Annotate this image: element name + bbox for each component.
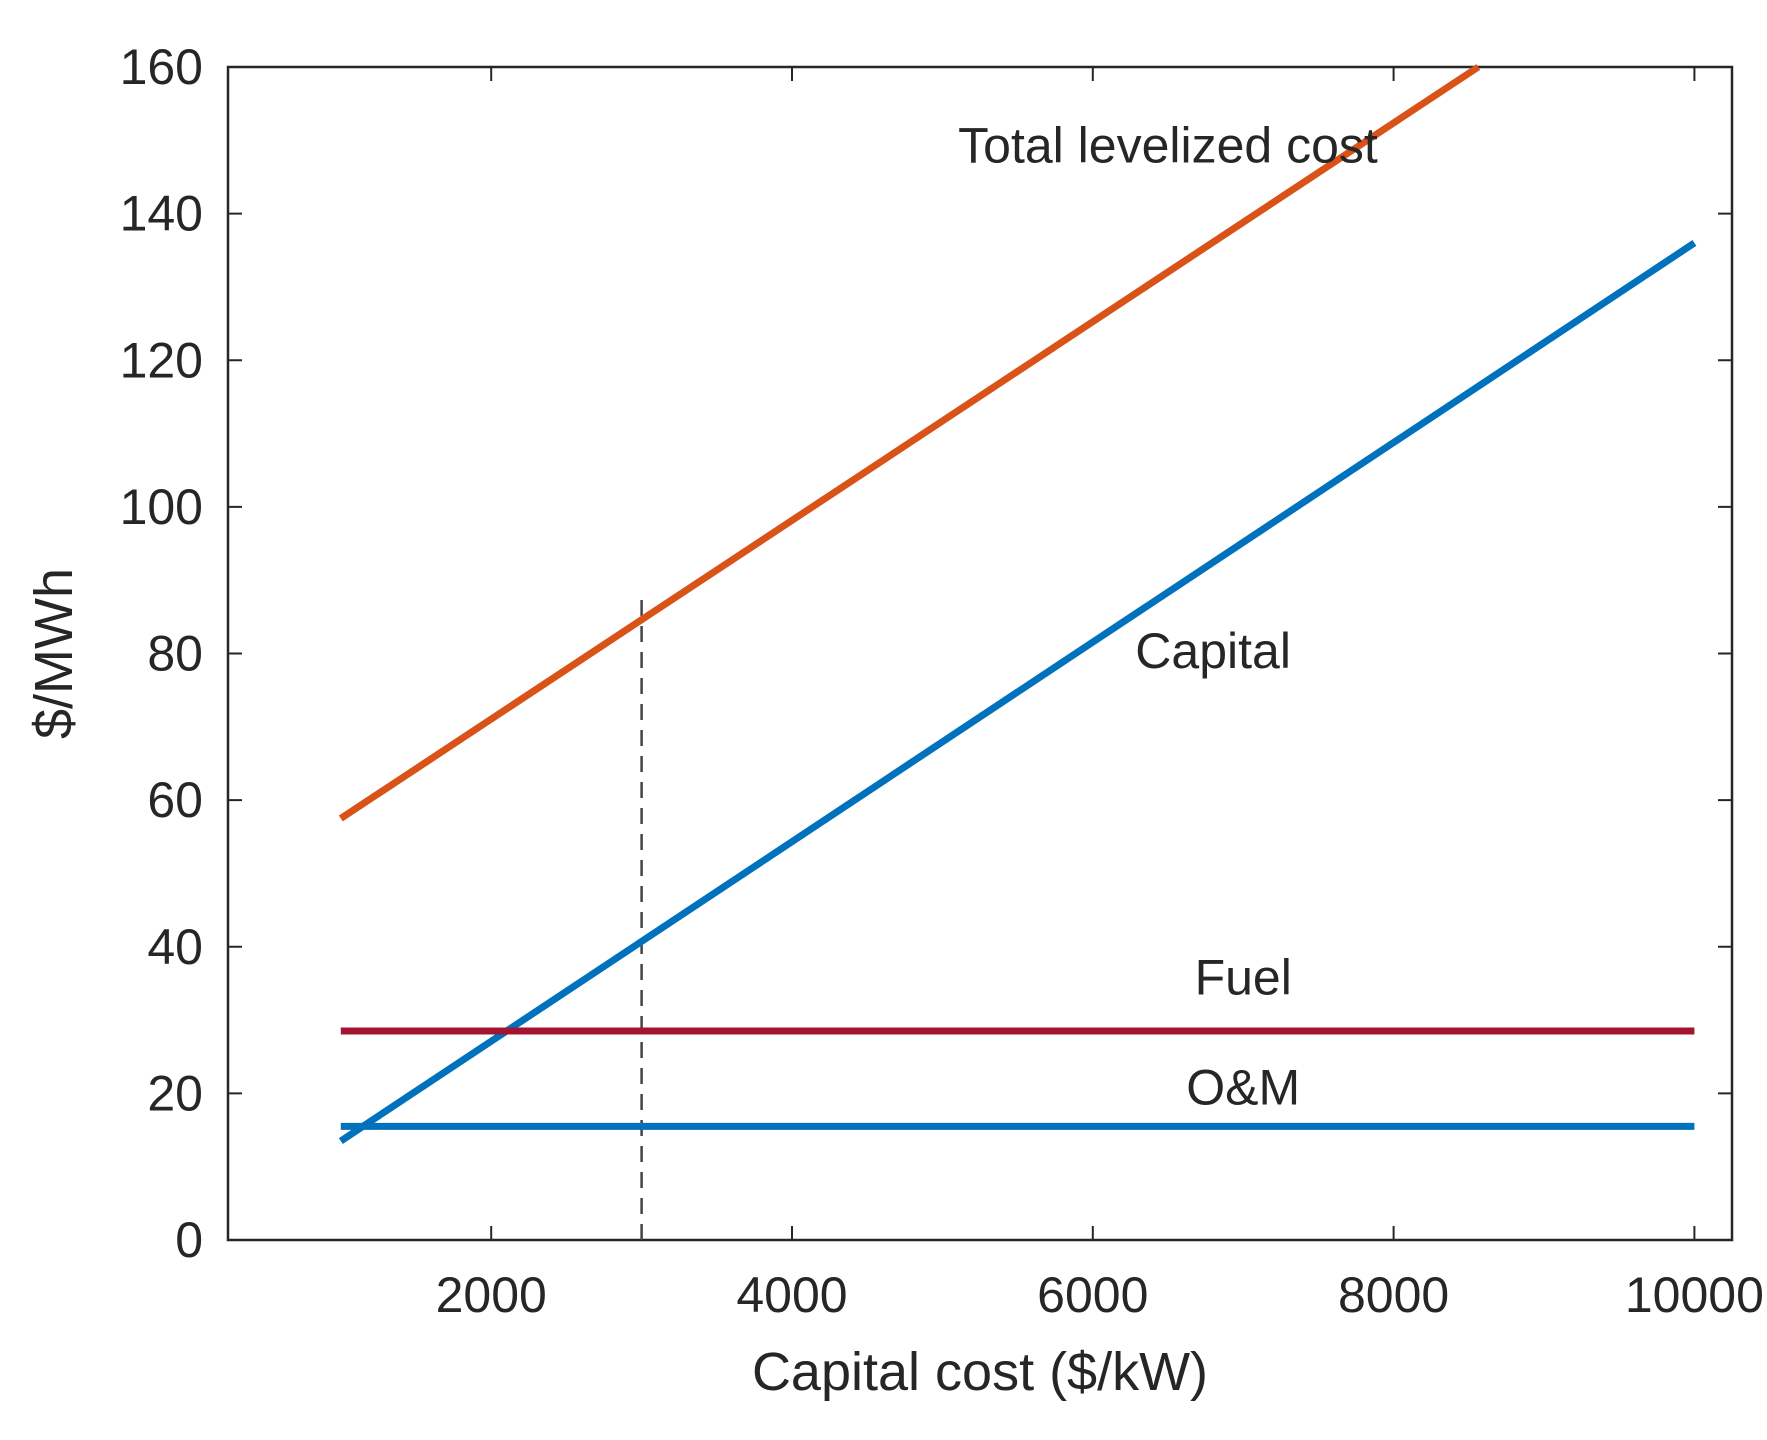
- annotation-total-levelized-cost: Total levelized cost: [958, 117, 1378, 173]
- series-line-total-levelized-cost: [338, 64, 1481, 822]
- y-tick-label: 140: [120, 186, 203, 242]
- y-tick-label: 60: [147, 772, 203, 828]
- x-tick-label: 4000: [736, 1267, 847, 1323]
- y-tick-label: 120: [120, 332, 203, 388]
- y-tick-label: 40: [147, 919, 203, 975]
- x-tick-label: 2000: [436, 1267, 547, 1323]
- y-axis-label: $/MWh: [24, 568, 84, 739]
- y-tick-label: 80: [147, 626, 203, 682]
- y-tick-label: 100: [120, 479, 203, 535]
- x-tick-label: 10000: [1625, 1267, 1764, 1323]
- x-tick-label: 6000: [1037, 1267, 1148, 1323]
- annotation-fuel: Fuel: [1195, 949, 1292, 1005]
- annotation-capital: Capital: [1135, 623, 1291, 679]
- y-tick-label: 20: [147, 1065, 203, 1121]
- y-tick-label: 160: [120, 39, 203, 95]
- x-tick-label: 8000: [1338, 1267, 1449, 1323]
- x-axis-label: Capital cost ($/kW): [752, 1342, 1208, 1402]
- y-tick-label: 0: [175, 1212, 203, 1268]
- annotation-o-m: O&M: [1186, 1059, 1300, 1115]
- series-line-capital: [338, 240, 1697, 1144]
